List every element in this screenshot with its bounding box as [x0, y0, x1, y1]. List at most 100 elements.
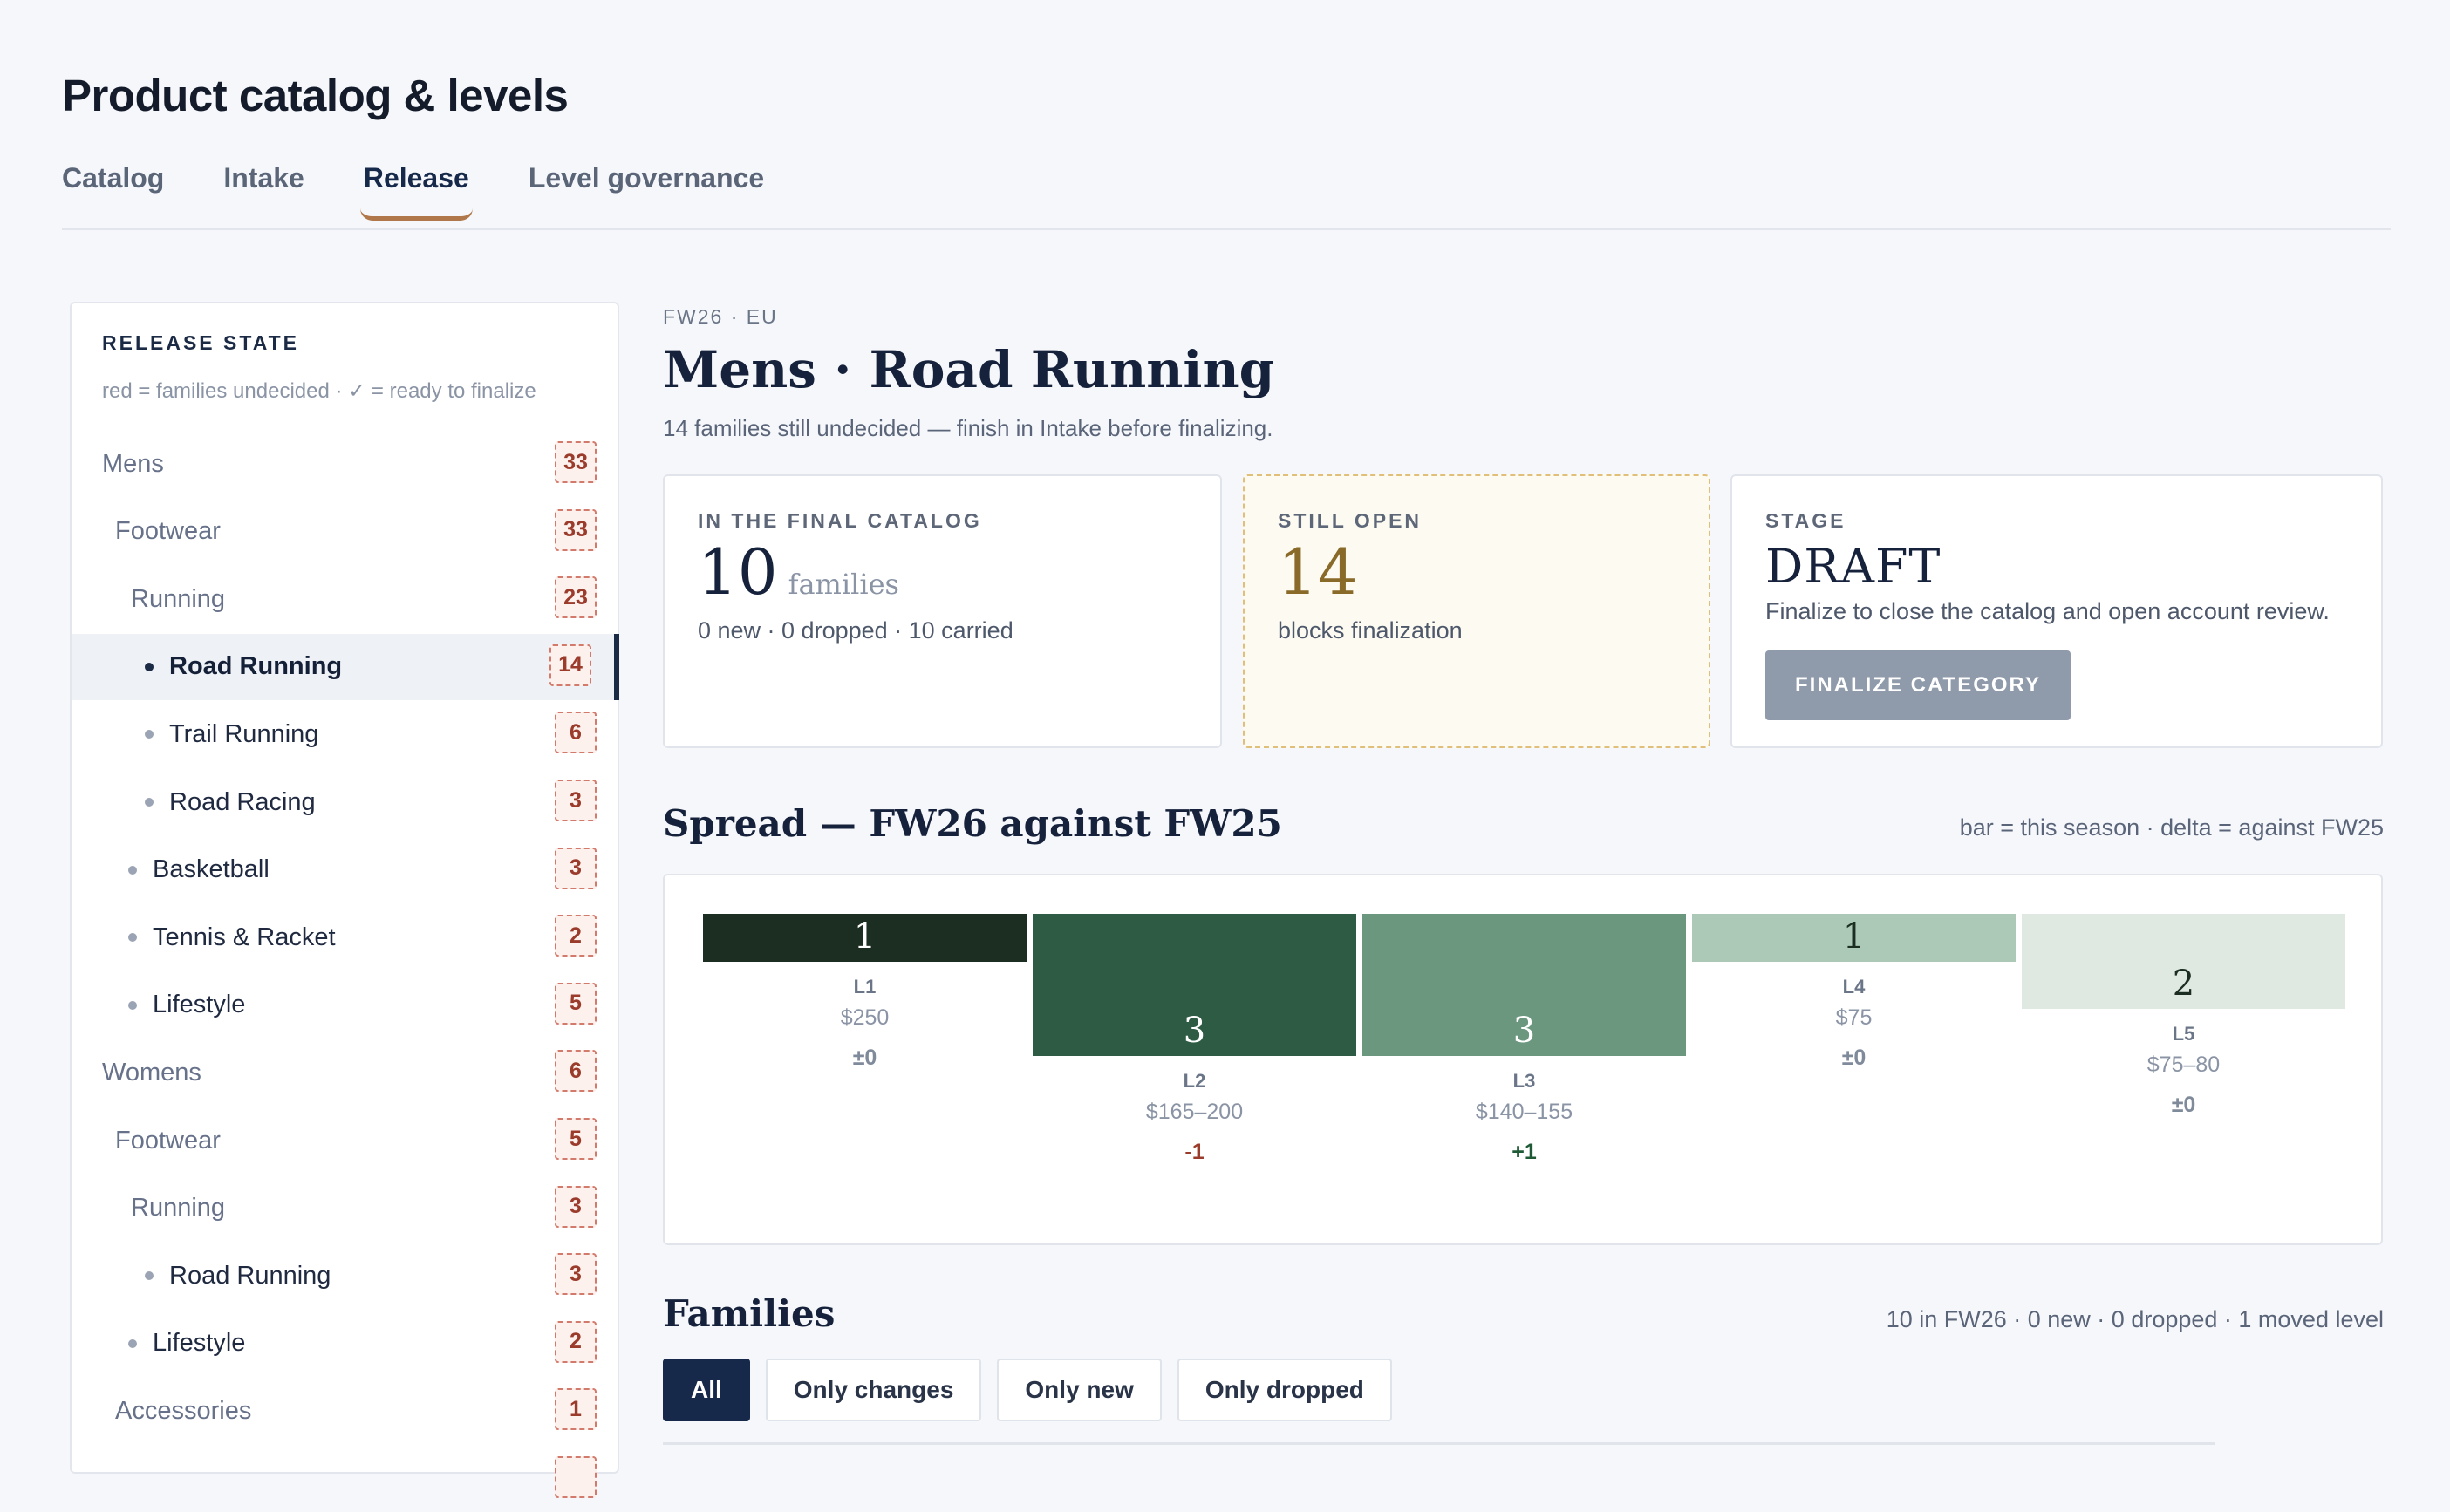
sidebar-item-label: Running: [131, 1194, 226, 1223]
level-label: L4: [1843, 976, 1866, 998]
spread-bar: [1362, 914, 1686, 1056]
bar-value-label: 1: [1843, 916, 1865, 957]
families-title: Families: [663, 1292, 836, 1335]
sidebar-item[interactable]: Womens 6: [72, 1039, 618, 1106]
sidebar-item-label: Footwear: [115, 517, 221, 546]
sidebar-item[interactable]: Accessories 1: [72, 1378, 618, 1444]
undecided-count-badge: 33: [555, 441, 597, 483]
level-label: L3: [1513, 1070, 1536, 1092]
stage-value: DRAFT: [1765, 539, 1942, 594]
spread-legend: bar = this season · delta = against FW25: [1959, 814, 2384, 841]
sidebar-legend: red = families undecided · ✓ = ready to …: [102, 379, 536, 403]
undecided-count-badge: 3: [555, 780, 597, 821]
card-label: STILL OPEN: [1278, 509, 1423, 532]
filter-only-changes-button[interactable]: Only changes: [765, 1359, 982, 1421]
sidebar-item[interactable]: Road Racing 3: [72, 769, 618, 835]
sidebar-item[interactable]: Basketball 3: [72, 837, 618, 903]
filter-only-new-button[interactable]: Only new: [997, 1359, 1162, 1421]
category-subtitle: 14 families still undecided — finish in …: [663, 415, 1273, 441]
sidebar-item[interactable]: Lifestyle 2: [72, 1311, 618, 1377]
release-state-sidebar: RELEASE STATE red = families undecided ·…: [70, 302, 619, 1498]
sidebar-item[interactable]: Road Running 14: [72, 633, 619, 700]
sidebar-item[interactable]: Mens 33: [72, 431, 618, 497]
sidebar-item-label: Basketball: [153, 855, 270, 884]
category-title: Mens · Road Running: [663, 340, 1275, 399]
sidebar-item[interactable]: Trail Running 6: [72, 701, 618, 767]
spread-title: Spread — FW26 against FW25: [663, 802, 1282, 845]
sidebar-item[interactable]: [72, 1446, 618, 1512]
finalize-category-button[interactable]: FINALIZE CATEGORY: [1765, 650, 2071, 720]
sidebar-item-label: Road Running: [169, 652, 343, 681]
sidebar-item-label: Footwear: [115, 1126, 221, 1154]
delta-label: -1: [1184, 1140, 1204, 1164]
bullet-icon: [128, 865, 137, 875]
sidebar-item[interactable]: Road Running 3: [72, 1243, 618, 1309]
final-count: 10 families: [698, 535, 899, 609]
bar-value-label: 3: [1513, 1011, 1535, 1051]
sidebar-item[interactable]: Footwear 5: [72, 1107, 618, 1174]
sidebar-item-label: Womens: [102, 1058, 201, 1086]
sidebar-item-label: Tennis & Racket: [153, 923, 336, 951]
spread-bar: [1033, 914, 1356, 1056]
spread-chart: 1 L1 $250 ±0 3 L2 $165–200 -1 3 L3 $140–155 +1 1 L4 $7…: [663, 874, 2383, 1245]
family-filters: All Only changes Only new Only dropped: [663, 1359, 1408, 1421]
price-range-label: $250: [841, 1005, 890, 1030]
undecided-count-badge: 5: [555, 1118, 597, 1160]
filter-all-button[interactable]: All: [663, 1359, 750, 1421]
undecided-count-badge: 2: [555, 1320, 597, 1363]
active-tab-indicator: [359, 206, 473, 221]
tab-level-governance[interactable]: Level governance: [529, 162, 764, 194]
spread-bar: [2022, 914, 2345, 1009]
undecided-count-badge: 2: [555, 915, 597, 957]
header-divider: [62, 228, 2391, 230]
sidebar-item[interactable]: Running 3: [72, 1175, 618, 1242]
stage-note: Finalize to close the catalog and open a…: [1765, 598, 2330, 624]
final-count-value: 10: [698, 535, 778, 609]
still-open-card: STILL OPEN 14 blocks finalization: [1243, 474, 1710, 748]
undecided-count-badge: 3: [555, 847, 597, 889]
bullet-icon: [145, 1271, 154, 1281]
filter-only-dropped-button[interactable]: Only dropped: [1177, 1359, 1392, 1421]
stage-card: STAGE DRAFT Finalize to close the catalo…: [1730, 474, 2383, 748]
undecided-count-badge: 3: [555, 1253, 597, 1296]
bullet-icon: [128, 1000, 137, 1010]
delta-label: ±0: [1842, 1045, 1867, 1070]
level-label: L2: [1184, 1070, 1206, 1092]
sidebar-item[interactable]: Tennis & Racket 2: [72, 904, 618, 971]
final-breakdown: 0 new · 0 dropped · 10 carried: [698, 617, 1013, 644]
delta-label: ±0: [853, 1045, 877, 1070]
final-catalog-card: IN THE FINAL CATALOG 10 families 0 new · …: [663, 474, 1222, 748]
season-region: FW26 · EU: [663, 305, 778, 328]
tab-catalog[interactable]: Catalog: [62, 162, 164, 194]
sidebar-item[interactable]: Lifestyle 5: [72, 972, 618, 1039]
spread-bar: [1692, 914, 2016, 962]
price-range-label: $165–200: [1146, 1100, 1243, 1124]
open-note: blocks finalization: [1278, 617, 1463, 644]
sidebar-item[interactable]: Running 23: [72, 566, 618, 632]
sidebar-item-label: Trail Running: [169, 719, 319, 748]
undecided-count-badge: 33: [555, 508, 597, 551]
undecided-count-badge: 6: [555, 1050, 597, 1093]
open-count: 14: [1278, 535, 1358, 609]
spread-chart-svg: 1 L1 $250 ±0 3 L2 $165–200 -1 3 L3 $140–155 +1 1 L4 $7…: [703, 914, 2345, 1164]
sidebar-item-label: Accessories: [115, 1396, 252, 1425]
sidebar-item-label: Mens: [102, 449, 164, 478]
card-label: STAGE: [1765, 509, 1846, 532]
bullet-icon: [145, 730, 154, 739]
page-title: Product catalog & levels: [62, 71, 569, 120]
final-count-unit: families: [788, 568, 899, 601]
undecided-count-badge: 14: [549, 644, 591, 686]
sidebar-item-label: Lifestyle: [153, 991, 246, 1019]
tab-intake[interactable]: Intake: [223, 162, 304, 194]
undecided-count-badge: 23: [555, 576, 597, 619]
bullet-icon: [145, 662, 154, 671]
sidebar-item[interactable]: Footwear 33: [72, 499, 618, 565]
sidebar-item-label: Road Running: [169, 1261, 331, 1290]
tab-bar: Catalog Intake Release Level governance: [62, 162, 823, 221]
level-label: L1: [854, 976, 877, 998]
price-range-label: $75–80: [2147, 1052, 2220, 1077]
undecided-count-badge: [555, 1456, 597, 1498]
undecided-count-badge: 6: [555, 712, 597, 754]
tab-release[interactable]: Release: [359, 162, 473, 221]
tab-label: Level governance: [528, 162, 765, 194]
